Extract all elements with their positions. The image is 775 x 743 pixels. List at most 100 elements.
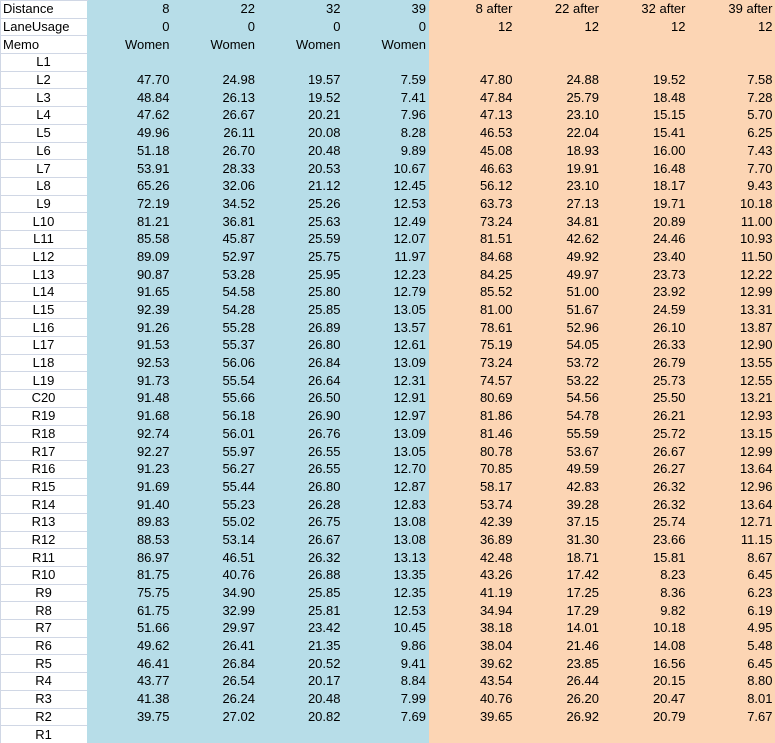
data-cell[interactable]: 81.86 (430, 407, 517, 425)
data-cell[interactable]: 13.35 (344, 567, 430, 585)
data-cell[interactable]: 38.04 (430, 637, 517, 655)
data-cell[interactable]: 91.26 (88, 319, 174, 337)
data-cell[interactable]: 12.45 (344, 177, 430, 195)
lane-label-cell[interactable]: R13 (1, 513, 88, 531)
data-cell[interactable]: 11.00 (689, 213, 775, 231)
data-cell[interactable]: 15.41 (603, 124, 690, 142)
data-cell[interactable]: 26.55 (259, 443, 345, 461)
data-cell[interactable]: 51.67 (516, 301, 603, 319)
data-cell[interactable]: 24.88 (516, 71, 603, 89)
data-cell[interactable]: 18.71 (516, 549, 603, 567)
data-cell[interactable]: 10.45 (344, 620, 430, 638)
data-cell[interactable]: 52.96 (516, 319, 603, 337)
lane-label-cell[interactable]: L6 (1, 142, 88, 160)
lane-label-cell[interactable]: L11 (1, 230, 88, 248)
data-cell[interactable]: 46.51 (173, 549, 259, 567)
data-cell[interactable]: 26.89 (259, 319, 345, 337)
data-cell[interactable]: 26.32 (603, 496, 690, 514)
lane-label-cell[interactable]: L4 (1, 107, 88, 125)
data-cell[interactable]: 58.17 (430, 478, 517, 496)
data-cell[interactable]: 12.90 (689, 337, 775, 355)
data-cell[interactable]: 31.30 (516, 531, 603, 549)
data-cell[interactable]: 46.63 (430, 160, 517, 178)
data-cell[interactable]: 11.97 (344, 248, 430, 266)
data-cell[interactable]: 26.32 (259, 549, 345, 567)
lane-label-cell[interactable]: L8 (1, 177, 88, 195)
data-cell[interactable] (603, 726, 690, 743)
data-cell[interactable]: 47.62 (88, 107, 174, 125)
data-cell[interactable]: 91.73 (88, 372, 174, 390)
lane-label-cell[interactable]: L12 (1, 248, 88, 266)
data-cell[interactable]: 12.96 (689, 478, 775, 496)
data-cell[interactable]: 55.97 (173, 443, 259, 461)
header-value-cell[interactable]: 12 (430, 18, 517, 36)
data-cell[interactable]: 39.62 (430, 655, 517, 673)
lane-label-cell[interactable]: L15 (1, 301, 88, 319)
data-cell[interactable]: 26.27 (603, 460, 690, 478)
data-cell[interactable]: 8.80 (689, 673, 775, 691)
data-cell[interactable]: 55.44 (173, 478, 259, 496)
data-cell[interactable]: 5.70 (689, 107, 775, 125)
data-cell[interactable]: 36.81 (173, 213, 259, 231)
data-cell[interactable]: 8.67 (689, 549, 775, 567)
data-cell[interactable]: 26.79 (603, 354, 690, 372)
data-cell[interactable]: 81.51 (430, 230, 517, 248)
data-cell[interactable]: 43.54 (430, 673, 517, 691)
header-value-cell[interactable]: 39 (344, 1, 430, 19)
data-cell[interactable]: 81.00 (430, 301, 517, 319)
data-cell[interactable]: 25.72 (603, 425, 690, 443)
data-cell[interactable] (259, 54, 345, 72)
lane-label-cell[interactable]: R3 (1, 690, 88, 708)
data-cell[interactable]: 19.91 (516, 160, 603, 178)
data-cell[interactable]: 51.18 (88, 142, 174, 160)
data-cell[interactable]: 29.97 (173, 620, 259, 638)
data-cell[interactable]: 39.28 (516, 496, 603, 514)
data-cell[interactable]: 75.75 (88, 584, 174, 602)
data-cell[interactable]: 53.91 (88, 160, 174, 178)
data-cell[interactable]: 90.87 (88, 266, 174, 284)
data-cell[interactable]: 51.66 (88, 620, 174, 638)
data-cell[interactable]: 18.48 (603, 89, 690, 107)
data-cell[interactable]: 54.78 (516, 407, 603, 425)
data-cell[interactable]: 12.79 (344, 284, 430, 302)
lane-label-cell[interactable]: L19 (1, 372, 88, 390)
data-cell[interactable]: 56.06 (173, 354, 259, 372)
data-cell[interactable]: 13.15 (689, 425, 775, 443)
header-value-cell[interactable] (430, 36, 517, 54)
data-cell[interactable]: 34.81 (516, 213, 603, 231)
data-cell[interactable]: 92.27 (88, 443, 174, 461)
data-cell[interactable]: 84.68 (430, 248, 517, 266)
data-cell[interactable]: 49.97 (516, 266, 603, 284)
data-cell[interactable]: 9.86 (344, 637, 430, 655)
header-value-cell[interactable]: 8 (88, 1, 174, 19)
data-cell[interactable]: 73.24 (430, 213, 517, 231)
data-cell[interactable]: 53.22 (516, 372, 603, 390)
data-cell[interactable]: 23.10 (516, 107, 603, 125)
data-cell[interactable]: 47.80 (430, 71, 517, 89)
data-cell[interactable]: 20.08 (259, 124, 345, 142)
row-label-cell[interactable]: LaneUsage (1, 18, 88, 36)
data-cell[interactable]: 72.19 (88, 195, 174, 213)
data-cell[interactable]: 26.75 (259, 513, 345, 531)
data-cell[interactable]: 20.47 (603, 690, 690, 708)
data-cell[interactable]: 6.19 (689, 602, 775, 620)
data-cell[interactable]: 26.92 (516, 708, 603, 726)
data-cell[interactable]: 13.31 (689, 301, 775, 319)
data-cell[interactable]: 7.28 (689, 89, 775, 107)
data-cell[interactable]: 91.23 (88, 460, 174, 478)
data-cell[interactable]: 24.46 (603, 230, 690, 248)
lane-label-cell[interactable]: L9 (1, 195, 88, 213)
data-cell[interactable]: 20.53 (259, 160, 345, 178)
data-cell[interactable]: 55.02 (173, 513, 259, 531)
data-cell[interactable]: 12.70 (344, 460, 430, 478)
data-cell[interactable]: 25.85 (259, 301, 345, 319)
lane-label-cell[interactable]: R16 (1, 460, 88, 478)
data-cell[interactable]: 26.80 (259, 337, 345, 355)
data-cell[interactable]: 12.61 (344, 337, 430, 355)
data-cell[interactable]: 25.74 (603, 513, 690, 531)
data-cell[interactable]: 26.67 (259, 531, 345, 549)
data-cell[interactable] (430, 726, 517, 743)
lane-label-cell[interactable]: R8 (1, 602, 88, 620)
data-cell[interactable]: 12.99 (689, 284, 775, 302)
data-cell[interactable]: 26.32 (603, 478, 690, 496)
